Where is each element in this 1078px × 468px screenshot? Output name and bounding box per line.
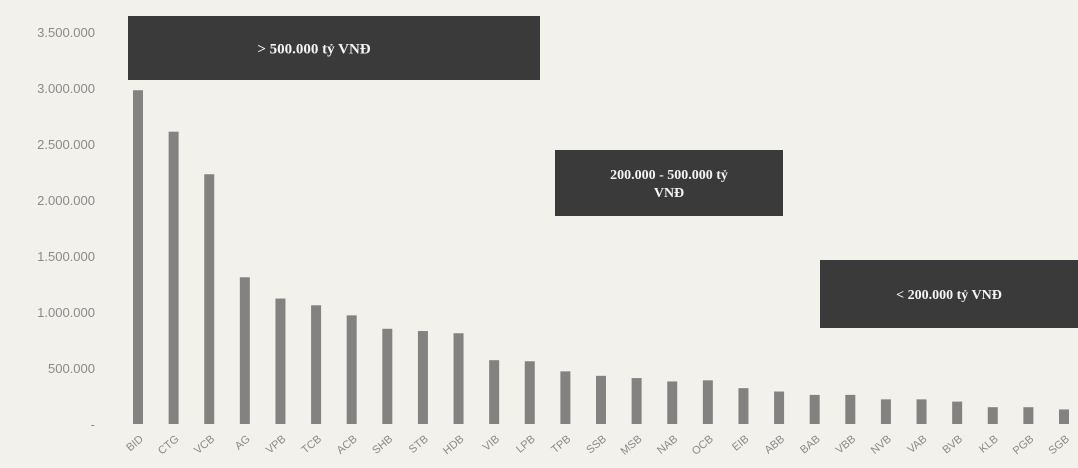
bar-acb xyxy=(346,315,357,424)
x-tick-label: SSB xyxy=(584,433,609,456)
bar-shb xyxy=(382,328,393,424)
x-tick-label: KLB xyxy=(977,433,1001,456)
annotation-banner: > 500.000 tỷ VNĐ xyxy=(128,16,540,80)
bar-vab xyxy=(916,399,927,424)
bar-vbb xyxy=(845,394,856,424)
x-tick-label: TCB xyxy=(299,433,324,456)
bar-sgb xyxy=(1059,409,1069,424)
y-axis: - 500.000 1.000.000 1.500.000 2.000.000 2.500… xyxy=(37,25,95,432)
x-tick-label: SGB xyxy=(1046,433,1072,457)
x-tick-label: PGB xyxy=(1011,433,1037,457)
y-tick-label: 2.500.000 xyxy=(37,137,95,152)
annotation-banner: 200.000 - 500.000 tỷ VNĐ xyxy=(555,150,783,216)
y-tick-label: 3.000.000 xyxy=(37,81,95,96)
x-tick-label: TPB xyxy=(549,433,573,456)
x-tick-label: BAB xyxy=(798,433,823,456)
y-tick-label: - xyxy=(91,417,95,432)
bar-vpb xyxy=(275,298,286,424)
annotation-text: VNĐ xyxy=(654,186,684,201)
x-tick-label: EIB xyxy=(730,433,751,454)
x-tick-label: NAB xyxy=(655,433,680,457)
bar-lpb xyxy=(524,361,535,424)
bar-ssb xyxy=(596,375,606,424)
bar-ag xyxy=(239,277,250,424)
x-tick-label: VAB xyxy=(906,433,930,456)
bar-bvb xyxy=(952,401,963,424)
bar-ocb xyxy=(702,380,713,424)
bar-nvb xyxy=(880,399,891,424)
x-tick-label: OCB xyxy=(690,433,716,458)
bar-abb xyxy=(774,391,785,424)
annotation-banner: < 200.000 tỷ VNĐ xyxy=(820,260,1078,328)
annotation-text: > 500.000 tỷ VNĐ xyxy=(257,41,370,57)
x-tick-label: VCB xyxy=(192,433,217,457)
bar-nab xyxy=(667,381,678,424)
bar-tcb xyxy=(311,305,322,424)
y-tick-label: 3.500.000 xyxy=(37,25,95,40)
x-tick-label: VBB xyxy=(834,433,859,456)
x-tick-label: CTG xyxy=(156,433,182,457)
x-tick-label: ACB xyxy=(335,433,360,457)
x-tick-label: HDB xyxy=(441,433,467,457)
bar-bab xyxy=(809,394,820,424)
y-tick-label: 500.000 xyxy=(48,361,95,376)
annotation-banners: > 500.000 tỷ VNĐ 200.000 - 500.000 tỷ VNĐ <… xyxy=(128,16,1078,328)
bar-vib xyxy=(489,360,500,424)
x-tick-label: ABB xyxy=(762,433,787,456)
bar-stb xyxy=(417,331,428,424)
annotation-text: 200.000 - 500.000 tỷ xyxy=(610,168,728,183)
bar-eib xyxy=(738,388,749,424)
bar-hdb xyxy=(453,333,464,424)
x-tick-label: NVB xyxy=(869,433,894,457)
y-tick-label: 1.500.000 xyxy=(37,249,95,264)
x-tick-label: VIB xyxy=(481,433,502,454)
y-tick-label: 1.000.000 xyxy=(37,305,95,320)
bar-tpb xyxy=(560,371,571,424)
x-tick-label: AG xyxy=(233,433,253,452)
x-tick-label: VPB xyxy=(264,433,289,456)
x-tick-label: LPB xyxy=(514,433,538,456)
y-tick-label: 2.000.000 xyxy=(37,193,95,208)
bar-msb xyxy=(631,378,642,424)
bars xyxy=(133,90,1069,425)
bar-bid xyxy=(133,90,143,425)
x-tick-label: BID xyxy=(124,433,146,454)
bar-vcb xyxy=(204,174,215,424)
x-axis: BID CTG VCB AG VPB TCB ACB SHB STB HDB VIB LPB TPB SS… xyxy=(124,433,1072,458)
x-tick-label: SHB xyxy=(370,433,395,457)
x-tick-label: BVB xyxy=(941,433,966,456)
x-tick-label: STB xyxy=(407,433,431,456)
annotation-text: < 200.000 tỷ VNĐ xyxy=(896,288,1002,303)
x-tick-label: MSB xyxy=(619,433,645,458)
bar-pgb xyxy=(1023,407,1034,424)
bar-klb xyxy=(987,407,998,424)
bar-ctg xyxy=(168,131,179,424)
